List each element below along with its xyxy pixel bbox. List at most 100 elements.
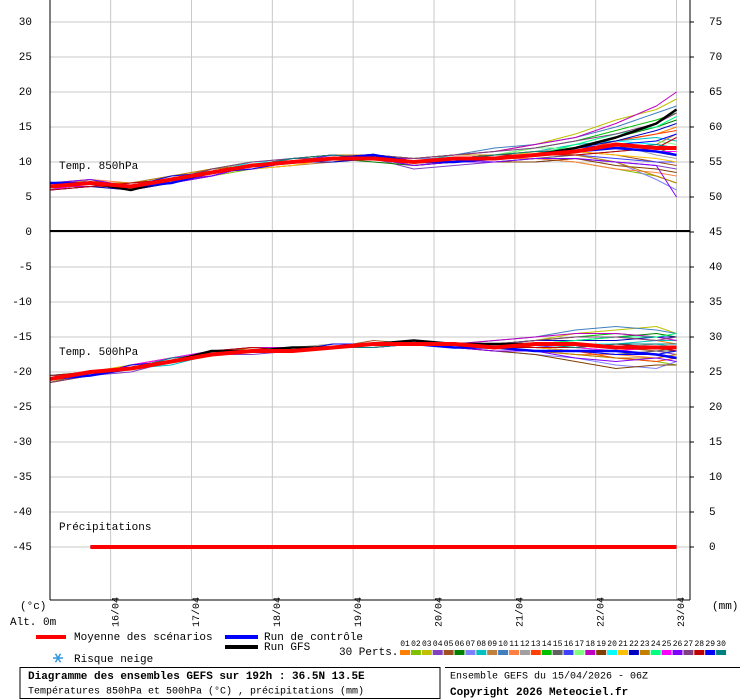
member-label: 02 — [411, 640, 421, 649]
mean-line — [49, 342, 677, 381]
member-label: 28 — [694, 640, 704, 649]
member-label: 21 — [618, 640, 628, 649]
y2-tick-label: 25 — [709, 367, 722, 379]
member-label: 04 — [433, 640, 443, 649]
mean-line — [49, 142, 677, 189]
snow-icon — [53, 653, 63, 663]
member-swatch — [618, 650, 628, 655]
y-unit: (°c) — [20, 601, 46, 613]
member-label: 09 — [487, 640, 497, 649]
member-label: 03 — [422, 640, 432, 649]
member-label: 26 — [673, 640, 683, 649]
member-swatch — [487, 650, 498, 655]
snow-icon-stroke — [54, 653, 62, 663]
labels: 302520151050-5-10-15-20-25-30-35-40-4575… — [12, 17, 727, 655]
member-swatch — [552, 650, 563, 655]
footer-subtitle: Températures 850hPa et 500hPa (°C) , pré… — [28, 686, 364, 698]
member-label: 23 — [640, 640, 650, 649]
footer-box — [19, 667, 441, 699]
y-tick-label: 25 — [19, 52, 32, 64]
members-label: 30 Perts. — [339, 647, 398, 659]
member-swatch — [705, 650, 716, 655]
footer-copyright: Copyright 2026 Meteociel.fr — [450, 687, 628, 699]
member-label: 16 — [564, 640, 574, 649]
member-label: 01 — [400, 640, 410, 649]
y-tick-label: 0 — [25, 227, 32, 239]
plot-lines — [49, 91, 678, 549]
member-label: 08 — [476, 640, 486, 649]
panel-label: Précipitations — [59, 522, 151, 534]
member-swatch — [628, 650, 639, 655]
footer-run: Ensemble GEFS du 15/04/2026 - 06Z — [450, 671, 648, 683]
panel-label: Temp. 850hPa — [59, 161, 139, 173]
member-swatch — [650, 650, 661, 655]
member-swatch — [661, 650, 672, 655]
grid — [50, 0, 694, 600]
y2-tick-label: 35 — [709, 297, 722, 309]
y-tick-label: -45 — [12, 542, 32, 554]
member-label: 12 — [520, 640, 530, 649]
member-label: 20 — [607, 640, 617, 649]
member-swatch — [541, 650, 552, 655]
panel-label: Temp. 500hPa — [59, 347, 139, 359]
snow-label: Risque neige — [74, 654, 153, 666]
y2-tick-label: 20 — [709, 402, 722, 414]
member-label: 05 — [444, 640, 454, 649]
member-swatch — [443, 650, 454, 655]
member-swatch — [476, 650, 487, 655]
x-tick-label: 17/04 — [191, 597, 203, 627]
member-label: 06 — [455, 640, 465, 649]
member-label: 19 — [596, 640, 606, 649]
y-tick-label: 15 — [19, 122, 32, 134]
y-tick-label: 20 — [19, 87, 32, 99]
y2-tick-label: 60 — [709, 122, 722, 134]
legend-label: Run de contrôle — [264, 632, 363, 644]
member-swatch — [454, 650, 465, 655]
member-swatch — [410, 650, 421, 655]
y2-unit: (mm) — [712, 601, 738, 613]
member-swatch — [563, 650, 574, 655]
y-tick-label: -20 — [12, 367, 32, 379]
y-tick-label: -5 — [19, 262, 32, 274]
member-label: 11 — [509, 640, 519, 649]
y2-tick-label: 55 — [709, 157, 722, 169]
member-swatch — [639, 650, 650, 655]
member-swatch — [607, 650, 618, 655]
member-swatch — [530, 650, 541, 655]
member-label: 27 — [684, 640, 694, 649]
y2-tick-label: 0 — [709, 542, 716, 554]
member-label: 13 — [531, 640, 541, 649]
member-swatch — [672, 650, 683, 655]
member-label: 29 — [705, 640, 715, 649]
x-tick-label: 16/04 — [110, 597, 122, 627]
y2-tick-label: 30 — [709, 332, 722, 344]
y-tick-label: -35 — [12, 472, 32, 484]
y-tick-label: 5 — [25, 192, 32, 204]
member-swatch — [694, 650, 705, 655]
y-tick-label: -30 — [12, 437, 32, 449]
x-tick-label: 22/04 — [595, 597, 607, 627]
member-label: 17 — [575, 640, 585, 649]
member-label: 14 — [542, 640, 552, 649]
frame — [49, 0, 691, 601]
y2-tick-label: 15 — [709, 437, 722, 449]
y-tick-label: -25 — [12, 402, 32, 414]
member-swatch — [432, 650, 443, 655]
legend-label: Moyenne des scénarios — [74, 632, 213, 644]
member-label: 24 — [651, 640, 661, 649]
member-swatch — [585, 650, 596, 655]
altitude: Alt. 0m — [10, 617, 57, 629]
member-label: 22 — [629, 640, 639, 649]
member-swatch — [596, 650, 607, 655]
member-label: 15 — [553, 640, 563, 649]
member-swatch — [519, 650, 530, 655]
x-tick-label: 21/04 — [514, 597, 526, 627]
legend-label: Run GFS — [264, 642, 311, 654]
member-swatch — [465, 650, 476, 655]
y-tick-label: -40 — [12, 507, 32, 519]
member-swatch — [400, 650, 410, 655]
member-swatch — [716, 650, 727, 655]
member-label: 30 — [716, 640, 726, 649]
y-tick-label: -10 — [12, 297, 32, 309]
